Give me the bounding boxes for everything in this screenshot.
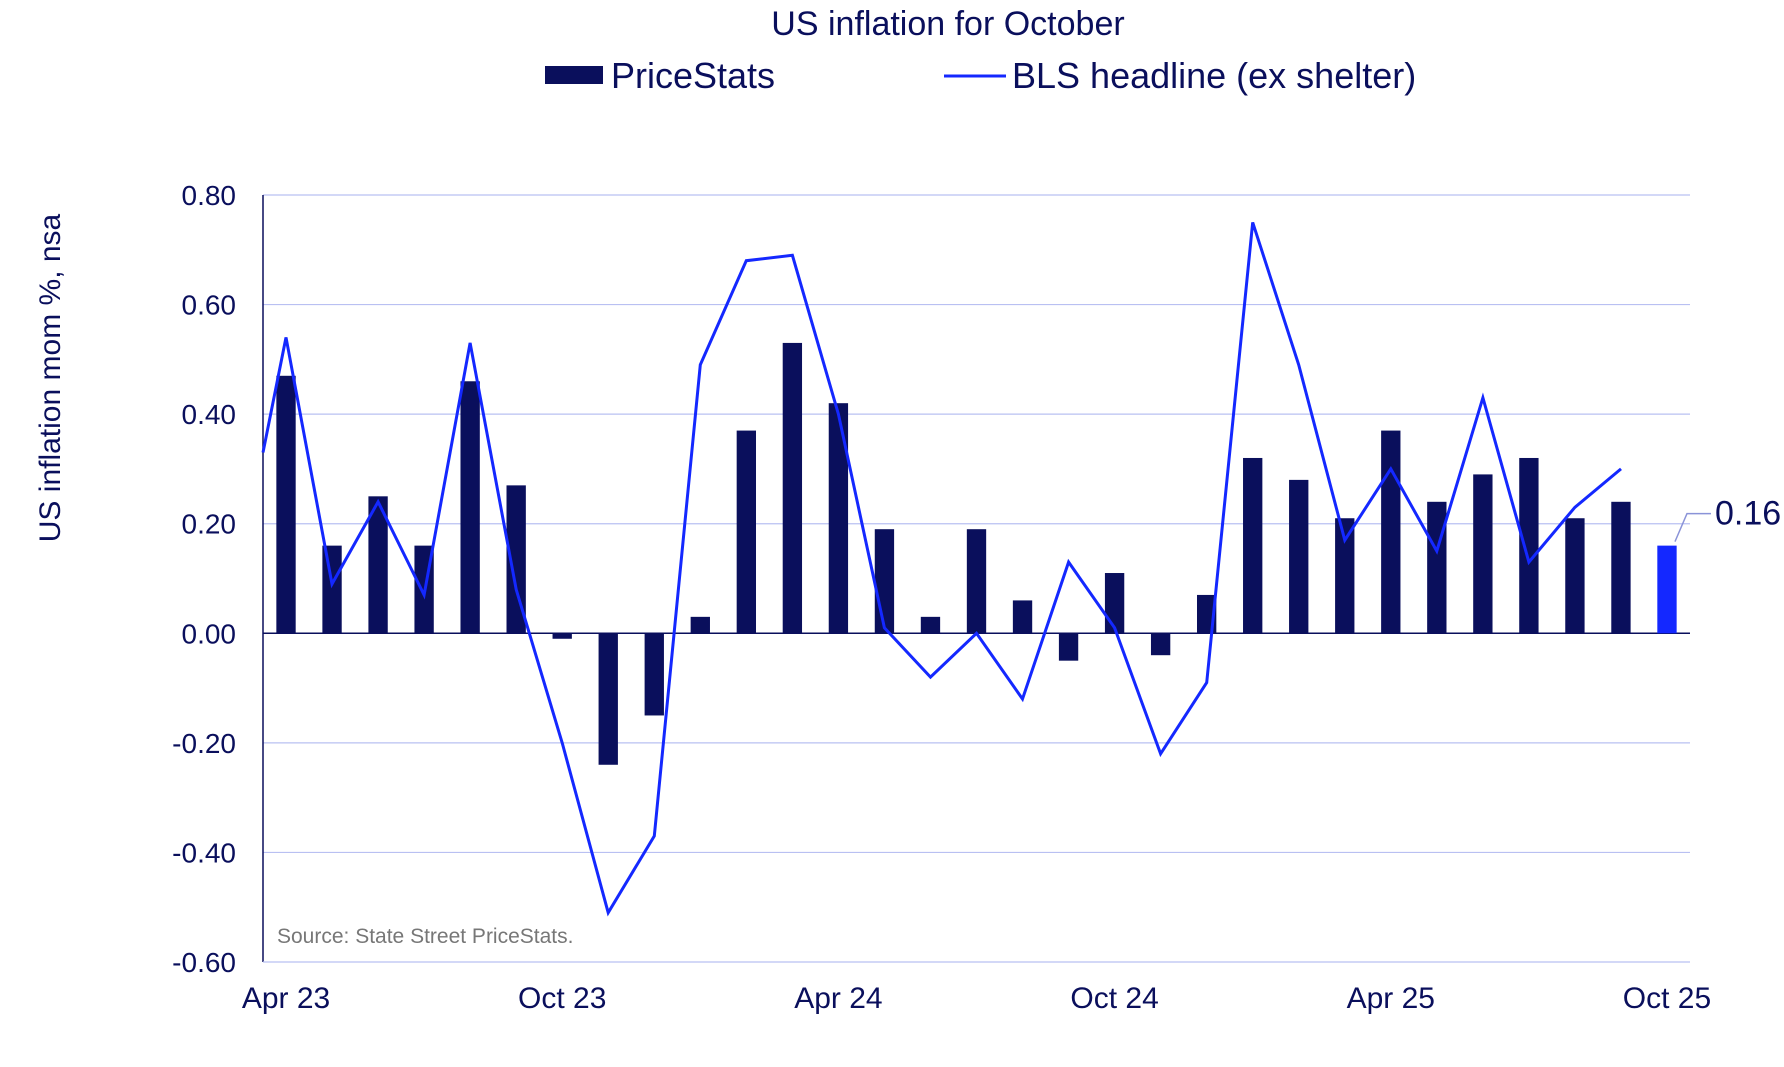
bar-pricestats (966, 529, 987, 634)
bar-pricestats (368, 496, 388, 634)
bar-pricestats (920, 616, 941, 634)
bar-pricestats (460, 381, 480, 634)
bar-pricestats (644, 633, 664, 716)
bar-pricestats (874, 529, 895, 634)
annotations: 0.16 (1674, 495, 1781, 542)
legend-swatch-pricestats (545, 66, 603, 84)
x-tick-label: Oct 24 (1070, 982, 1158, 1015)
y-tick-label: -0.40 (172, 837, 236, 868)
bar-pricestats (736, 430, 757, 634)
line-bls (261, 221, 1622, 917)
bar-pricestats (1104, 573, 1125, 634)
annotation-leader (1674, 512, 1711, 542)
bar-pricestats (1657, 545, 1677, 634)
bar-pricestats (1519, 457, 1539, 634)
line-series-bls (261, 221, 1622, 917)
bar-pricestats (1150, 633, 1171, 656)
x-tick-label: Oct 23 (518, 982, 606, 1015)
legend-label-bls: BLS headline (ex shelter) (1012, 55, 1416, 96)
bar-pricestats (1381, 430, 1401, 634)
y-tick-label: 0.00 (182, 618, 237, 649)
bar-pricestats (1335, 518, 1355, 634)
x-tick-labels: Apr 23 Oct 23 Apr 24 Oct 24 Apr 25 Oct 25 (242, 982, 1711, 1015)
x-tick-label: Apr 24 (794, 982, 882, 1015)
x-tick-label: Apr 23 (242, 982, 330, 1015)
bar-pricestats (322, 545, 342, 634)
y-tick-labels: 0.80 0.60 0.40 0.20 0.00 -0.20 -0.40 -0.60 (172, 180, 236, 978)
y-tick-label: 0.60 (182, 290, 237, 321)
y-tick-label: -0.20 (172, 728, 236, 759)
bar-pricestats (598, 633, 618, 765)
bar-pricestats (1289, 479, 1309, 634)
y-tick-label: 0.40 (182, 399, 237, 430)
annotation-label: 0.16 (1715, 495, 1781, 533)
legend-label-pricestats: PriceStats (611, 55, 775, 96)
source-note: Source: State Street PriceStats. (277, 925, 573, 948)
bar-pricestats (782, 342, 803, 634)
bar-pricestats (1473, 474, 1493, 634)
chart-title: US inflation for October (771, 5, 1124, 43)
bar-pricestats (276, 375, 296, 634)
bar-pricestats (552, 633, 572, 639)
bar-pricestats (506, 485, 526, 634)
x-tick-label: Apr 25 (1347, 982, 1435, 1015)
bar-pricestats (1243, 457, 1263, 634)
y-axis-label: US inflation mom %, nsa (34, 213, 67, 542)
grid-lines (263, 194, 1690, 854)
y-tick-label: -0.60 (172, 947, 236, 978)
legend: PriceStats BLS headline (ex shelter) (545, 55, 1416, 96)
bar-pricestats (1012, 600, 1033, 634)
bar-pricestats (1611, 501, 1631, 634)
bar-pricestats (690, 616, 710, 634)
bar-pricestats (828, 403, 849, 634)
bars-pricestats (276, 342, 1677, 765)
y-tick-label: 0.20 (182, 509, 237, 540)
bar-pricestats (1058, 633, 1079, 661)
bar-pricestats (1565, 518, 1585, 634)
y-tick-label: 0.80 (182, 180, 237, 211)
bar-pricestats (1427, 501, 1447, 634)
x-tick-label: Oct 25 (1623, 982, 1711, 1015)
